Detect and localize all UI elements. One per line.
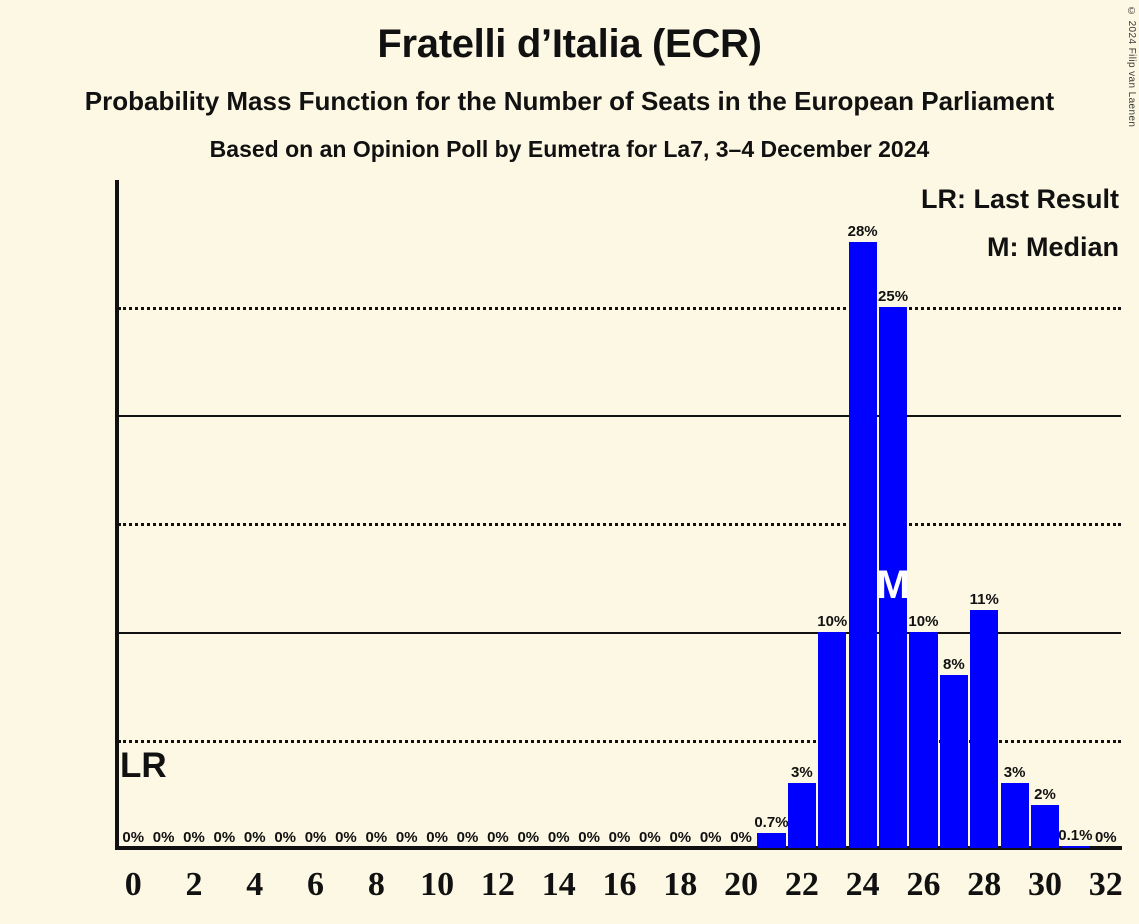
bar-value-label-seat-19: 0% <box>699 829 722 846</box>
x-tick-label-4: 4 <box>246 866 264 903</box>
x-tick-label-26: 26 <box>906 866 941 903</box>
x-tick-label-2: 2 <box>185 866 203 903</box>
x-tick-label-10: 10 <box>420 866 455 903</box>
bar-value-label-seat-26: 10% <box>908 612 939 630</box>
gridline-solid-10 <box>118 631 1121 634</box>
x-tick-label-6: 6 <box>307 866 325 903</box>
bar-value-label-seat-8: 0% <box>365 829 388 846</box>
bar-value-label-seat-12: 0% <box>487 829 509 846</box>
bar-value-label-seat-31: 0.1% <box>1058 826 1093 844</box>
chart-subtitle: Probability Mass Function for the Number… <box>84 86 1055 116</box>
bar-seat-23 <box>818 631 847 848</box>
bar-value-label-seat-15: 0% <box>578 829 600 846</box>
bar-value-label-seat-24: 28% <box>847 222 878 240</box>
bar-seat-21 <box>757 832 786 848</box>
bar-value-label-seat-17: 0% <box>639 829 661 846</box>
copyright-notice: © 2024 Filip van Laenen <box>1126 6 1137 128</box>
bar-seat-27 <box>939 674 968 848</box>
bar-value-label-seat-2: 0% <box>183 829 205 846</box>
bar-value-label-seat-18: 0% <box>669 829 692 846</box>
bar-value-label-seat-29: 3% <box>1003 764 1026 782</box>
bar-seat-25 <box>878 306 908 848</box>
x-tick-label-28: 28 <box>967 866 1002 903</box>
median-marker: M <box>876 563 910 607</box>
bar-value-label-seat-5: 0% <box>274 829 296 846</box>
bar-value-label-seat-28: 11% <box>969 590 999 608</box>
x-tick-label-30: 30 <box>1028 866 1062 903</box>
x-tick-label-24: 24 <box>845 866 880 903</box>
bar-value-label-seat-23: 10% <box>817 612 848 630</box>
legend-median: M: Median <box>987 232 1119 262</box>
bar-value-label-seat-3: 0% <box>213 829 236 846</box>
bar-value-label-seat-13: 0% <box>517 829 540 846</box>
bar-seat-28 <box>970 609 999 848</box>
bar-value-label-seat-25: 25% <box>878 287 909 305</box>
gridline-dotted-5 <box>118 739 1121 743</box>
x-tick-label-12: 12 <box>480 866 515 903</box>
bar-value-label-seat-4: 0% <box>243 829 266 846</box>
x-tick-label-18: 18 <box>663 866 698 903</box>
x-tick-label-32: 32 <box>1088 866 1123 903</box>
gridline-solid-20 <box>118 415 1121 417</box>
x-axis <box>116 846 1122 850</box>
page-title: Fratelli d’Italia (ECR) <box>377 22 762 66</box>
bar-value-label-seat-9: 0% <box>395 829 418 846</box>
legend-last-result: LR: Last Result <box>920 184 1119 214</box>
bar-value-label-seat-11: 0% <box>456 829 479 846</box>
plot-area: 0% 0% 0% 0% 0% 0% 0% 0% 0% 0% 0% 0% 0% 0% 0% 0% 0% 0% 0% 0%… <box>118 180 1121 848</box>
bar-value-label-seat-1: 0% <box>152 829 175 846</box>
bar-value-label-seat-20: 0% <box>730 829 752 846</box>
bar-value-label-seat-6: 0% <box>304 829 327 846</box>
gridline-dotted-15 <box>118 523 1121 527</box>
bar-value-label-seat-32: 0% <box>1094 829 1117 846</box>
bar-value-label-seat-21: 0.7% <box>754 813 789 831</box>
bar-seat-24 <box>848 241 877 848</box>
bar-value-label-seat-0: 0% <box>122 829 145 846</box>
x-tick-label-8: 8 <box>367 866 385 903</box>
x-tick-label-20: 20 <box>724 866 759 903</box>
bar-seat-29 <box>1000 783 1029 848</box>
bar-seat-22 <box>787 783 816 848</box>
x-tick-label-0: 0 <box>124 866 142 903</box>
x-tick-label-14: 14 <box>541 866 576 903</box>
bar-value-label-seat-27: 8% <box>942 655 965 673</box>
y-axis <box>115 180 119 850</box>
bar-seat-26 <box>909 631 938 848</box>
bar-value-label-seat-30: 2% <box>1034 785 1056 803</box>
chart-source-line: Based on an Opinion Poll by Eumetra for … <box>209 136 930 162</box>
bar-seat-31 <box>1061 845 1090 848</box>
x-tick-label-22: 22 <box>784 866 819 903</box>
bar-value-label-seat-14: 0% <box>547 829 570 846</box>
x-tick-label-16: 16 <box>602 866 637 903</box>
bar-value-label-seat-22: 3% <box>791 764 813 782</box>
bar-value-label-seat-7: 0% <box>335 829 357 846</box>
bar-value-label-seat-16: 0% <box>608 829 631 846</box>
bar-seat-30 <box>1030 804 1060 848</box>
gridline-dotted-25 <box>118 306 1121 310</box>
bar-value-label-seat-10: 0% <box>426 829 448 846</box>
last-result-marker: LR <box>120 746 167 785</box>
